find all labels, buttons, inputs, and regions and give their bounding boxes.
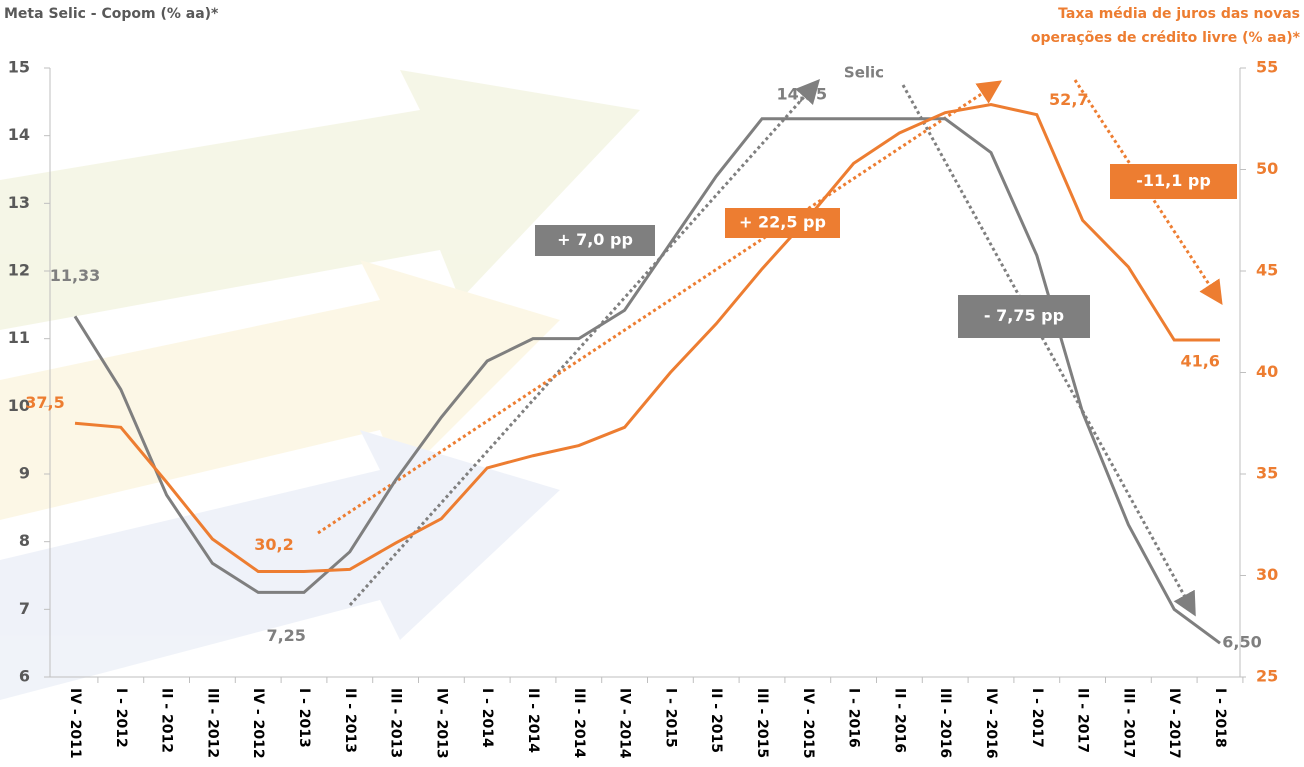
x-tick-label: IV - 2011 — [67, 688, 83, 759]
x-tick-label: III - 2012 — [204, 688, 220, 758]
y2-tick-label: 45 — [1256, 261, 1278, 280]
x-tick-label: I - 2017 — [1029, 688, 1045, 748]
x-tick-label: I - 2012 — [113, 688, 129, 748]
x-tick-label: III - 2015 — [754, 688, 770, 758]
y2-tick-label: 40 — [1256, 362, 1278, 381]
x-tick-label: I - 2014 — [479, 688, 495, 748]
y2-tick-label: 35 — [1256, 464, 1278, 483]
series-name: Selic — [844, 64, 884, 82]
x-tick-label: II - 2013 — [342, 688, 358, 753]
x-tick-label: III - 2014 — [571, 688, 587, 758]
x-tick-label: IV - 2013 — [433, 688, 449, 759]
data-label: 14,25 — [776, 84, 827, 103]
x-tick-label: II - 2016 — [891, 688, 907, 753]
y2-tick-label: 30 — [1256, 565, 1278, 584]
annotation: + 22,5 pp — [739, 213, 826, 232]
x-tick-label: II - 2012 — [159, 688, 175, 753]
x-tick-label: I - 2018 — [1212, 688, 1228, 748]
x-tick-label: IV - 2012 — [250, 688, 266, 759]
y2-tick-label: 25 — [1256, 667, 1278, 686]
y-tick-label: 7 — [19, 599, 30, 618]
x-tick-label: II - 2017 — [1075, 688, 1091, 753]
x-tick-label: III - 2013 — [388, 688, 404, 758]
y-tick-label: 13 — [8, 193, 30, 212]
data-label: 7,25 — [266, 626, 305, 645]
y-tick-label: 12 — [8, 261, 30, 280]
x-tick-label: II - 2015 — [708, 688, 724, 753]
data-label: 11,33 — [50, 266, 101, 285]
y-tick-label: 8 — [19, 531, 30, 550]
annotation: + 7,0 pp — [557, 230, 633, 249]
x-tick-label: I - 2015 — [662, 688, 678, 748]
y-tick-label: 14 — [8, 125, 30, 144]
x-tick-label: IV - 2015 — [800, 688, 816, 759]
x-tick-label: III - 2017 — [1120, 688, 1136, 758]
annotation: -11,1 pp — [1136, 171, 1211, 190]
y-tick-label: 6 — [19, 667, 30, 686]
x-tick-label: IV - 2014 — [617, 688, 633, 759]
annotation: - 7,75 pp — [984, 306, 1064, 325]
x-tick-label: IV - 2016 — [983, 688, 999, 759]
x-tick-label: III - 2016 — [937, 688, 953, 758]
x-tick-label: I - 2013 — [296, 688, 312, 748]
y-axis-title: Meta Selic - Copom (% aa)* — [4, 6, 219, 22]
x-tick-label: I - 2016 — [846, 688, 862, 748]
data-label: 30,2 — [254, 535, 293, 554]
data-label: 41,6 — [1180, 352, 1219, 371]
y2-axis-title: operações de crédito livre (% aa)* — [1031, 30, 1301, 46]
x-tick-label: II - 2014 — [525, 688, 541, 753]
y-tick-label: 11 — [8, 328, 30, 347]
y2-axis-title: Taxa média de juros das novas — [1058, 6, 1300, 22]
chart: Meta Selic - Copom (% aa)* Taxa média de… — [0, 0, 1304, 767]
y-tick-label: 15 — [8, 58, 30, 77]
y2-tick-label: 50 — [1256, 159, 1278, 178]
y2-tick-label: 55 — [1256, 58, 1278, 77]
x-tick-label: IV - 2017 — [1166, 688, 1182, 759]
data-label: 37,5 — [25, 393, 64, 412]
data-label: 52,7 — [1049, 90, 1088, 109]
y-tick-label: 9 — [19, 464, 30, 483]
data-label: 6,50 — [1222, 633, 1261, 652]
